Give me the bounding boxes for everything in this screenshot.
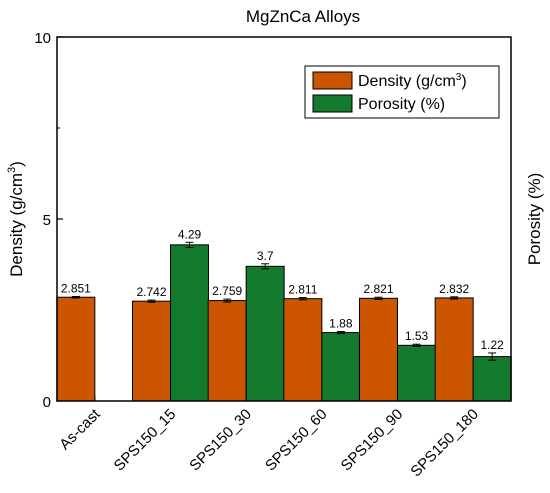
x-tick-label: SPS150_15 (111, 406, 180, 475)
bar-density (56, 296, 96, 402)
bar-porosity (472, 356, 512, 402)
x-tick-label: SPS150_30 (186, 406, 255, 475)
data-label-porosity: 1.53 (405, 329, 429, 343)
x-tick-label: SPS150_90 (338, 406, 407, 475)
data-label-density: 2.821 (363, 282, 393, 296)
data-label-porosity: 4.29 (178, 227, 202, 241)
data-label-density: 2.832 (439, 282, 469, 296)
data-label-porosity: 3.7 (257, 249, 274, 263)
y-tick-label: 10 (34, 30, 51, 47)
data-label-density: 2.851 (61, 281, 91, 295)
bar-porosity (397, 344, 436, 402)
x-tick-label: As-cast (56, 405, 104, 453)
legend-label-porosity: Porosity (%) (358, 96, 445, 113)
data-label-density: 2.811 (288, 283, 317, 297)
bar-porosity (321, 332, 361, 402)
legend-swatch-porosity (312, 94, 353, 113)
y-tick-label: 0 (43, 394, 51, 411)
y-axis-label: Density (g/cm3) (6, 161, 26, 277)
legend-label-density-superscript: 3 (456, 72, 462, 83)
data-label-density: 2.759 (212, 284, 242, 298)
bar-density (207, 300, 247, 402)
bar-density (132, 300, 171, 402)
y-axis-label-superscript: 3 (6, 167, 18, 173)
y2-axis-label: Porosity (%) (525, 173, 544, 266)
bar-porosity (245, 265, 285, 402)
legend-label-density: Density (g/cm3) (358, 72, 467, 90)
legend: Density (g/cm3) Porosity (%) (304, 65, 500, 119)
data-label-porosity: 1.22 (480, 338, 504, 352)
data-label-density: 2.742 (136, 285, 166, 299)
x-tick-label: SPS150_180 (407, 406, 482, 481)
bar-density (283, 298, 323, 402)
bar-density (434, 297, 474, 402)
data-label-porosity: 1.88 (329, 316, 353, 330)
bar-density (359, 297, 398, 402)
y-tick-label: 5 (43, 212, 51, 229)
bar-porosity (170, 244, 209, 402)
plot-frame (56, 36, 512, 402)
chart-title: MgZnCa Alloys (246, 7, 360, 26)
x-tick-label: SPS150_60 (262, 406, 331, 475)
legend-swatch-density (312, 71, 353, 90)
